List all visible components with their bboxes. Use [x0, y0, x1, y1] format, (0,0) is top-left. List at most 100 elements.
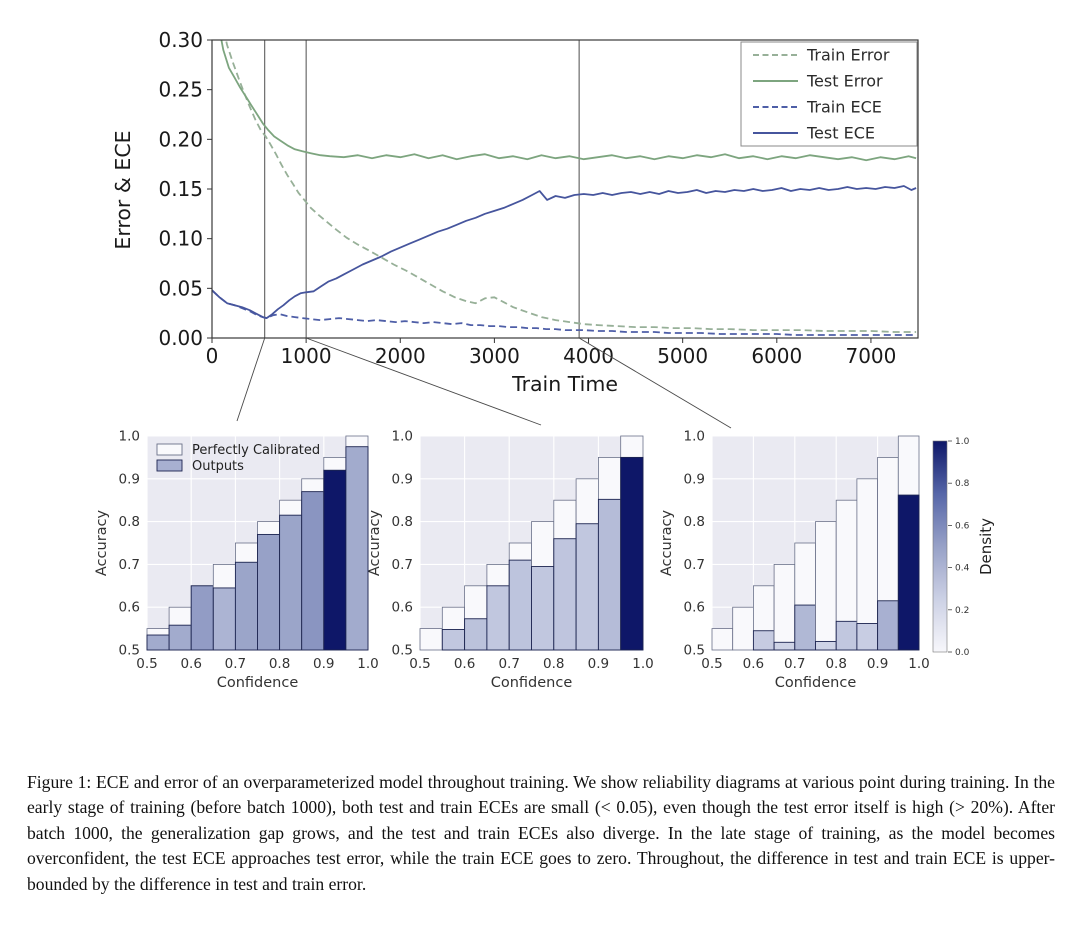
- output-bar: [835, 620, 858, 651]
- calibrated-bar: [815, 521, 837, 651]
- y-axis-label: Accuracy: [367, 509, 383, 576]
- main-legend-box: [740, 41, 918, 147]
- output-bar: [279, 514, 303, 651]
- output-bar: [441, 629, 466, 651]
- y-axis-label: Accuracy: [94, 509, 110, 576]
- y-tick-label: 0.5: [119, 643, 140, 659]
- output-bar: [301, 491, 325, 651]
- legend-label: Perfectly Calibrated: [192, 443, 320, 458]
- x-tick-label: 1000: [281, 344, 332, 368]
- calibrated-bar: [419, 628, 443, 651]
- connector-line-1: [236, 337, 266, 422]
- y-tick-label: 0.7: [119, 557, 140, 573]
- x-axis-label: Train Time: [511, 372, 618, 396]
- y-tick-label: 0.9: [392, 471, 413, 487]
- x-tick-label: 4000: [563, 344, 614, 368]
- output-bar: [575, 523, 599, 651]
- x-tick-label: 1.0: [357, 656, 378, 672]
- y-tick-label: 0.8: [392, 514, 413, 530]
- output-bar: [773, 641, 796, 651]
- output-bar: [168, 624, 192, 651]
- series-test-error: [220, 40, 917, 162]
- legend-swatch-calibrated: [156, 443, 183, 456]
- x-tick-label: 2000: [375, 344, 426, 368]
- output-bar: [553, 538, 577, 651]
- x-tick-label: 0.5: [136, 656, 157, 672]
- legend-label: Test ECE: [806, 124, 875, 143]
- output-bar: [323, 469, 347, 651]
- connector-line-2: [305, 337, 542, 426]
- output-bar: [212, 587, 236, 651]
- reliability-early-chart: 0.50.5 0.6 0.6 0.7 0.7 0.8 0.8 0.9 0.9 1.0 1.0 Conf…: [94, 429, 379, 692]
- main-legend: Train Error Test Error Train ECE Test ECE: [740, 41, 918, 147]
- x-tick-label: 6000: [751, 344, 802, 368]
- x-tick-label: 0.9: [313, 656, 334, 672]
- output-bar: [190, 585, 214, 651]
- x-tick-label: 7000: [845, 344, 896, 368]
- output-bar: [234, 561, 258, 651]
- y-tick-label: 0.9: [684, 471, 705, 487]
- x-tick-label: 0.6: [454, 656, 475, 672]
- output-bar: [815, 640, 837, 651]
- x-tick-label: 1.0: [632, 656, 653, 672]
- x-tick-label: 0.7: [225, 656, 246, 672]
- output-bar: [620, 456, 644, 651]
- y-tick-label: 0.25: [158, 78, 203, 102]
- colorbar-tick-label: 0.8: [955, 479, 970, 489]
- output-bar: [897, 494, 920, 651]
- colorbar-tick-label: 0.6: [955, 521, 970, 531]
- x-tick-label: 0.8: [543, 656, 564, 672]
- y-tick-label: 0.20: [158, 127, 203, 151]
- series-train-error: [225, 40, 917, 333]
- density-colorbar: 0.0 0.2 0.4 0.6 0.8 1.0 Density: [932, 437, 995, 658]
- legend-label: Outputs: [192, 459, 244, 474]
- y-tick-label: 0.6: [119, 600, 140, 616]
- x-tick-label: 0.5: [701, 656, 722, 672]
- x-tick-label: 0.7: [784, 656, 805, 672]
- y-tick-label: 0.10: [158, 227, 203, 251]
- colorbar-gradient: [932, 440, 948, 653]
- colorbar-tick-label: 1.0: [955, 437, 970, 447]
- calibrated-bar: [773, 564, 796, 651]
- x-tick-label: 0.7: [498, 656, 519, 672]
- y-tick-label: 0.30: [158, 28, 203, 52]
- output-bar: [794, 604, 816, 651]
- x-tick-label: 3000: [469, 344, 520, 368]
- series-test-ece: [212, 185, 917, 320]
- x-tick-label: 0.6: [743, 656, 764, 672]
- y-tick-label: 0.7: [392, 557, 413, 573]
- zoom-connector-lines: [236, 337, 732, 429]
- output-bar: [752, 630, 775, 651]
- output-bar: [597, 498, 622, 651]
- colorbar-tick-label: 0.4: [955, 564, 970, 574]
- output-bar: [856, 623, 879, 651]
- x-tick-label: 0.8: [825, 656, 846, 672]
- legend-label: Test Error: [806, 72, 883, 91]
- series-train-ece: [212, 289, 917, 336]
- y-tick-label: 0.15: [158, 177, 203, 201]
- output-bar: [508, 559, 532, 651]
- x-axis-label: Confidence: [775, 675, 857, 691]
- y-tick-label: 1.0: [684, 429, 705, 445]
- colorbar-tick-label: 0.2: [955, 606, 969, 616]
- x-axis-label: Confidence: [491, 675, 573, 691]
- output-bar: [146, 634, 170, 651]
- y-tick-label: 0.7: [684, 557, 705, 573]
- y-tick-label: 0.05: [158, 276, 203, 300]
- output-bar: [345, 446, 369, 651]
- calibrated-bar: [711, 628, 734, 651]
- figure-1-charts: 0 1000 2000 3000 4000 5000 6000 7000 0.00 0.05 0.1…: [94, 28, 995, 692]
- x-tick-label: 5000: [657, 344, 708, 368]
- x-axis-label: Confidence: [217, 675, 299, 691]
- colorbar-tick-label: 0.0: [955, 648, 970, 658]
- y-tick-label: 0.5: [392, 643, 413, 659]
- x-tick-label: 1.0: [908, 656, 929, 672]
- reliability-late-chart: 0.50.5 0.6 0.6 0.7 0.7 0.8 0.8 0.9 0.9 1.0 1.0 Conf…: [659, 429, 930, 692]
- y-tick-label: 0.8: [684, 514, 705, 530]
- y-tick-label: 0.8: [119, 514, 140, 530]
- training-curves-chart: 0 1000 2000 3000 4000 5000 6000 7000 0.00 0.05 0.1…: [111, 28, 919, 396]
- x-tick-label: 0.9: [867, 656, 888, 672]
- legend-swatch-outputs: [156, 459, 183, 472]
- y-tick-label: 0.6: [684, 600, 705, 616]
